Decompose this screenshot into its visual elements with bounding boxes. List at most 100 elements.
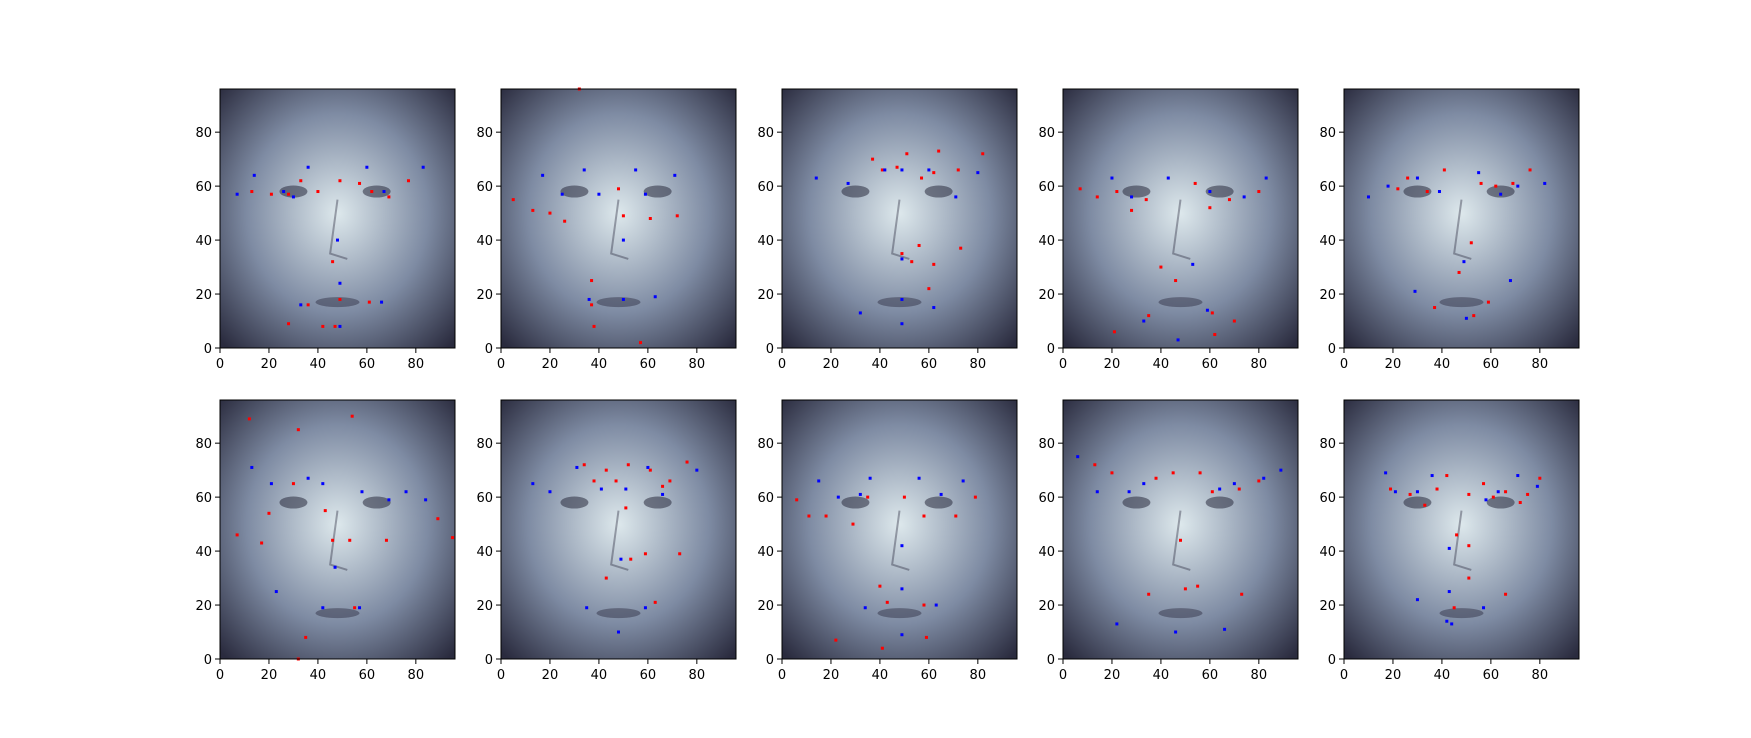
- x-tick-label: 0: [216, 357, 224, 372]
- left-eye-shape: [1403, 496, 1432, 509]
- y-tick-label: 40: [757, 545, 774, 560]
- x-tick-label: 0: [1340, 668, 1348, 683]
- keypoint-red: [331, 538, 335, 542]
- keypoint-blue: [1437, 190, 1441, 194]
- keypoint-blue: [424, 498, 428, 502]
- keypoint-red: [905, 152, 909, 156]
- x-tick-label: 0: [778, 668, 786, 683]
- keypoint-blue: [338, 281, 342, 285]
- keypoint-red: [668, 479, 672, 483]
- keypoint-blue: [531, 482, 535, 486]
- y-tick-label: 80: [757, 126, 774, 141]
- keypoint-red: [1472, 314, 1476, 318]
- right-eye-shape: [924, 496, 953, 509]
- keypoint-blue: [387, 498, 391, 502]
- keypoint-red: [629, 557, 633, 561]
- keypoint-red: [304, 635, 308, 639]
- y-tick-label: 20: [1038, 599, 1055, 614]
- keypoint-red: [1486, 300, 1490, 304]
- x-tick-label: 20: [823, 668, 840, 683]
- face-image: [1063, 400, 1298, 659]
- keypoint-blue: [1447, 590, 1451, 594]
- keypoint-red: [885, 600, 889, 604]
- keypoint-red: [648, 468, 652, 472]
- keypoint-red: [900, 252, 904, 256]
- keypoint-red: [1112, 330, 1116, 334]
- keypoint-red: [902, 495, 906, 499]
- left-eye-shape: [279, 496, 308, 509]
- keypoint-blue: [653, 295, 657, 299]
- x-tick-label: 80: [970, 357, 987, 372]
- left-eye-shape: [1122, 496, 1151, 509]
- y-tick-label: 20: [757, 599, 774, 614]
- y-tick-label: 80: [476, 126, 493, 141]
- keypoint-red: [824, 514, 828, 518]
- face-image: [501, 89, 736, 348]
- x-tick-label: 40: [1434, 357, 1451, 372]
- nose-shape: [329, 510, 348, 571]
- keypoint-blue: [1384, 471, 1388, 475]
- keypoints-blue: [235, 165, 425, 328]
- keypoint-blue: [1223, 627, 1227, 631]
- keypoint-blue: [1386, 184, 1390, 188]
- axes-frame: [1062, 399, 1299, 660]
- keypoint-blue: [934, 603, 938, 607]
- keypoint-red: [1237, 487, 1241, 491]
- keypoints-blue: [814, 168, 980, 326]
- keypoint-blue: [299, 303, 303, 307]
- keypoint-red: [331, 260, 335, 264]
- keypoints-red: [795, 495, 977, 650]
- keypoint-blue: [619, 557, 623, 561]
- subplot-6: 0 20 40 60 80 0 20 40 60 80: [195, 399, 456, 683]
- keypoint-blue: [1415, 176, 1419, 180]
- keypoint-blue: [1415, 598, 1419, 602]
- face-image: [782, 89, 1017, 348]
- keypoint-red: [1196, 584, 1200, 588]
- x-tick-label: 0: [1059, 668, 1067, 683]
- keypoint-blue: [421, 165, 425, 169]
- left-eye-shape: [1403, 185, 1432, 198]
- mouth-shape: [596, 608, 641, 619]
- y-tick-label: 60: [195, 180, 212, 195]
- keypoint-red: [592, 324, 596, 328]
- x-tick-label: 20: [1104, 357, 1121, 372]
- keypoint-blue: [1191, 262, 1195, 266]
- nose-shape: [329, 199, 348, 260]
- keypoint-blue: [365, 165, 369, 169]
- keypoint-red: [1518, 501, 1522, 505]
- keypoint-blue: [858, 311, 862, 315]
- keypoint-red: [1183, 587, 1187, 591]
- keypoint-red: [267, 511, 271, 515]
- keypoint-red: [436, 517, 440, 521]
- nose-shape: [1172, 199, 1191, 260]
- keypoint-red: [1147, 314, 1151, 318]
- keypoint-red: [871, 157, 875, 161]
- keypoint-red: [675, 214, 679, 218]
- face-image: [220, 400, 455, 659]
- keypoint-blue: [932, 306, 936, 310]
- keypoint-red: [1425, 190, 1429, 194]
- keypoint-blue: [1095, 490, 1099, 494]
- face-image: [1344, 89, 1579, 348]
- keypoint-red: [604, 576, 608, 580]
- keypoint-red: [260, 541, 264, 545]
- keypoint-red: [1093, 463, 1097, 467]
- y-tick-label: 20: [476, 288, 493, 303]
- y-tick-label: 80: [476, 437, 493, 452]
- keypoint-blue: [1076, 455, 1080, 459]
- keypoint-red: [917, 243, 921, 247]
- x-tick-label: 20: [823, 357, 840, 372]
- keypoint-red: [643, 552, 647, 556]
- keypoint-red: [269, 192, 273, 196]
- y-tick-label: 40: [1319, 234, 1336, 249]
- x-tick-label: 0: [1340, 357, 1348, 372]
- keypoint-red: [1504, 592, 1508, 596]
- keypoint-blue: [599, 487, 603, 491]
- face-image: [220, 89, 455, 348]
- keypoint-red: [306, 303, 310, 307]
- face-image: [501, 400, 736, 659]
- keypoint-red: [582, 463, 586, 467]
- keypoint-blue: [646, 465, 650, 469]
- keypoint-blue: [1264, 176, 1268, 180]
- keypoint-blue: [1496, 490, 1500, 494]
